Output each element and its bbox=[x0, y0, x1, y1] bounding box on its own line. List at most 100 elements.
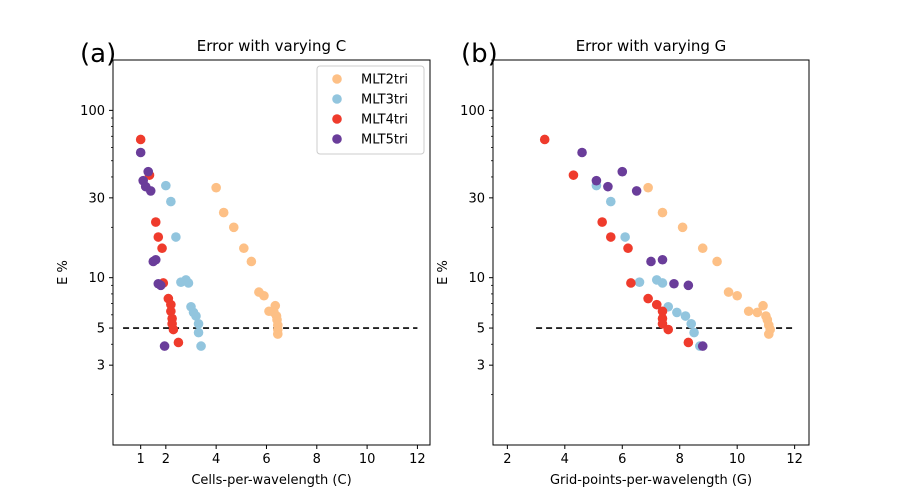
data-point bbox=[620, 232, 630, 242]
data-point bbox=[605, 232, 616, 242]
data-point bbox=[150, 217, 161, 227]
x-tick-label: 2 bbox=[162, 452, 170, 467]
y-tick-label: 100 bbox=[80, 104, 105, 119]
data-point bbox=[228, 222, 239, 233]
data-point bbox=[626, 278, 636, 288]
data-point bbox=[577, 147, 587, 158]
y-tick-label: 5 bbox=[477, 322, 485, 337]
series-mlt3tri bbox=[161, 180, 206, 351]
data-point bbox=[145, 186, 156, 196]
data-point bbox=[680, 311, 691, 321]
data-point bbox=[161, 180, 171, 191]
data-point bbox=[683, 337, 694, 348]
data-point bbox=[171, 232, 181, 242]
data-point bbox=[646, 256, 656, 267]
data-point bbox=[723, 287, 734, 297]
series-mlt4tri bbox=[539, 134, 694, 348]
data-point bbox=[259, 290, 269, 301]
data-point bbox=[631, 186, 642, 196]
y-tick-label: 10 bbox=[88, 271, 105, 286]
chart-title: Error with varying G bbox=[576, 37, 727, 55]
data-point bbox=[712, 256, 722, 267]
series-mlt3tri bbox=[591, 180, 705, 351]
data-point bbox=[617, 166, 628, 177]
data-point bbox=[697, 341, 708, 351]
data-point bbox=[591, 175, 602, 186]
data-point bbox=[643, 182, 653, 193]
y-tick-label: 100 bbox=[460, 104, 485, 119]
data-point bbox=[663, 324, 674, 335]
data-point bbox=[657, 254, 668, 265]
data-point bbox=[270, 300, 281, 311]
data-point bbox=[157, 243, 167, 254]
legend-label: MLT2tri bbox=[361, 73, 408, 88]
legend-marker bbox=[332, 114, 342, 124]
data-point bbox=[166, 196, 176, 207]
y-tick-label: 10 bbox=[468, 271, 485, 286]
data-point bbox=[246, 256, 257, 267]
series-mlt2tri bbox=[211, 182, 283, 339]
data-point bbox=[135, 147, 146, 158]
data-point bbox=[603, 181, 613, 192]
data-point bbox=[732, 290, 742, 301]
x-axis-label: Grid-points-per-wavelength (G) bbox=[550, 473, 752, 488]
data-point bbox=[166, 299, 176, 310]
series-mlt5tri bbox=[577, 147, 708, 351]
x-tick-label: 12 bbox=[786, 452, 803, 467]
data-point bbox=[683, 280, 694, 291]
data-point bbox=[597, 217, 607, 227]
chart-title: Error with varying C bbox=[197, 37, 346, 55]
data-point bbox=[657, 278, 668, 288]
legend-label: MLT4tri bbox=[361, 113, 408, 128]
x-tick-label: 1 bbox=[137, 452, 145, 467]
data-point bbox=[686, 319, 697, 329]
x-tick-label: 4 bbox=[561, 452, 569, 467]
data-point bbox=[193, 327, 204, 338]
y-tick-label: 5 bbox=[97, 322, 105, 337]
legend-label: MLT3tri bbox=[361, 93, 408, 108]
data-point bbox=[173, 337, 184, 348]
data-point bbox=[677, 222, 688, 233]
data-point bbox=[168, 324, 179, 335]
data-point bbox=[758, 300, 768, 311]
data-point bbox=[159, 341, 170, 351]
data-point bbox=[689, 327, 699, 338]
x-tick-label: 4 bbox=[212, 452, 220, 467]
data-point bbox=[272, 329, 283, 339]
x-tick-label: 10 bbox=[359, 452, 376, 467]
data-point bbox=[166, 306, 176, 317]
y-tick-label: 30 bbox=[88, 191, 105, 206]
series-mlt5tri bbox=[135, 147, 170, 351]
data-point bbox=[153, 232, 164, 242]
y-axis-label: E % bbox=[436, 260, 451, 285]
legend-marker bbox=[332, 94, 342, 104]
series-mlt2tri bbox=[643, 182, 776, 339]
data-point bbox=[752, 307, 763, 318]
axes-frame bbox=[112, 59, 431, 446]
y-axis-label: E % bbox=[56, 260, 71, 285]
panel-b: 2 4 6 8 10 12 3 5 10 30 100 Error with varying G Gri… bbox=[436, 37, 810, 488]
data-point bbox=[143, 166, 154, 177]
data-point bbox=[763, 329, 774, 339]
y-tick-label: 3 bbox=[97, 359, 105, 374]
legend-marker bbox=[332, 134, 342, 144]
data-point bbox=[605, 196, 616, 207]
panel-label: (b) bbox=[461, 39, 498, 69]
x-tick-label: 10 bbox=[729, 452, 746, 467]
data-point bbox=[191, 311, 201, 321]
y-tick-label: 3 bbox=[477, 359, 485, 374]
data-point bbox=[743, 306, 754, 317]
legend: MLT2tri MLT3tri MLT4tri MLT5tri bbox=[316, 65, 425, 155]
data-point bbox=[568, 170, 579, 180]
data-point bbox=[539, 134, 550, 145]
x-tick-label: 6 bbox=[262, 452, 270, 467]
data-point bbox=[183, 278, 194, 288]
data-point bbox=[193, 319, 204, 329]
legend-box bbox=[316, 65, 425, 155]
y-tick-label: 30 bbox=[468, 191, 485, 206]
x-tick-label: 8 bbox=[313, 452, 321, 467]
data-point bbox=[669, 278, 679, 289]
legend-label: MLT5tri bbox=[361, 133, 408, 148]
